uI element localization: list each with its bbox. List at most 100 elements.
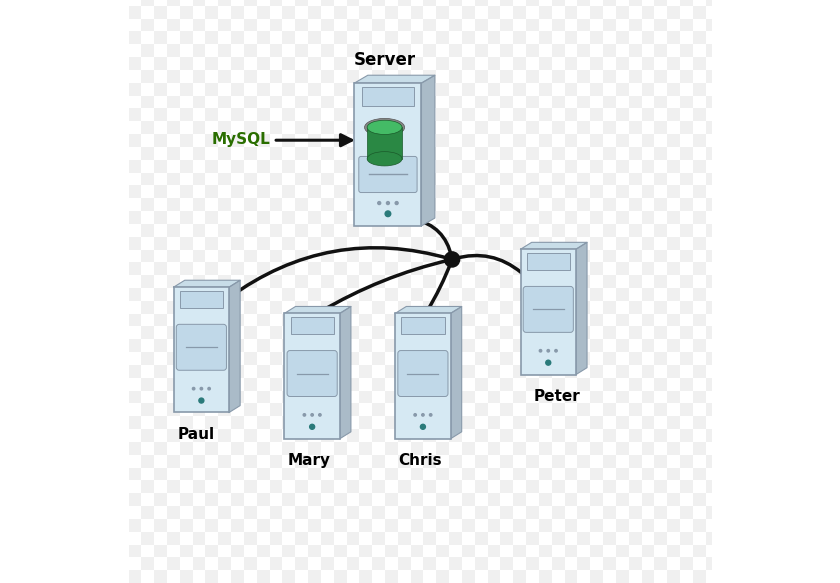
Bar	[513, 455, 526, 468]
Bar	[244, 224, 257, 237]
Bar	[206, 314, 218, 326]
Bar	[693, 96, 706, 108]
Bar	[591, 378, 603, 391]
Bar	[706, 429, 718, 442]
Bar	[654, 185, 667, 198]
Bar	[603, 275, 616, 288]
Bar	[282, 455, 295, 468]
Bar	[667, 506, 680, 519]
Bar	[180, 455, 192, 468]
Bar	[398, 391, 411, 403]
Bar	[129, 301, 141, 314]
Bar	[591, 31, 603, 44]
Bar	[129, 314, 141, 326]
Bar	[436, 250, 449, 262]
Bar	[129, 339, 141, 352]
Bar	[398, 134, 411, 147]
Bar	[603, 442, 616, 455]
Bar	[257, 275, 270, 288]
Bar	[141, 211, 155, 224]
Bar	[552, 557, 564, 570]
Bar	[347, 198, 360, 211]
Bar	[411, 339, 423, 352]
Bar	[155, 0, 167, 6]
Bar	[488, 557, 501, 570]
Bar	[308, 288, 321, 301]
Bar	[718, 416, 732, 429]
Bar	[552, 416, 564, 429]
Bar	[244, 391, 257, 403]
Text: Paul: Paul	[177, 427, 214, 442]
Bar	[564, 391, 577, 403]
Bar	[436, 121, 449, 134]
Bar	[718, 147, 732, 160]
Bar	[706, 121, 718, 134]
Bar	[167, 557, 180, 570]
Bar	[129, 493, 141, 506]
Bar	[411, 224, 423, 237]
Bar	[167, 378, 180, 391]
Bar	[244, 173, 257, 185]
Bar	[333, 545, 347, 557]
Bar	[488, 378, 501, 391]
Bar	[423, 134, 436, 147]
Bar	[411, 326, 423, 339]
Bar	[513, 532, 526, 545]
Bar	[141, 237, 155, 250]
Bar	[218, 121, 231, 134]
Bar	[282, 211, 295, 224]
Bar	[616, 44, 628, 57]
Bar	[218, 211, 231, 224]
Bar	[475, 339, 488, 352]
Bar	[282, 19, 295, 31]
Bar	[231, 352, 244, 365]
Bar	[693, 6, 706, 19]
Bar	[501, 391, 513, 403]
Bar	[591, 147, 603, 160]
Circle shape	[208, 388, 210, 390]
Bar	[667, 468, 680, 480]
Bar	[129, 352, 141, 365]
Bar	[654, 506, 667, 519]
Bar	[282, 506, 295, 519]
Bar	[654, 455, 667, 468]
Bar	[206, 96, 218, 108]
Bar	[667, 19, 680, 31]
Bar	[475, 44, 488, 57]
Bar	[449, 391, 462, 403]
Bar	[628, 442, 642, 455]
Bar	[539, 519, 552, 532]
Bar	[513, 173, 526, 185]
Bar	[501, 288, 513, 301]
Bar	[539, 70, 552, 83]
Bar	[321, 519, 333, 532]
Bar	[206, 108, 218, 121]
Bar	[449, 70, 462, 83]
Bar	[488, 108, 501, 121]
Bar	[423, 44, 436, 57]
Bar	[385, 365, 398, 378]
Bar	[462, 211, 475, 224]
Bar	[398, 185, 411, 198]
Bar	[206, 121, 218, 134]
Bar	[591, 365, 603, 378]
Bar	[680, 416, 693, 429]
Bar	[360, 83, 372, 96]
Bar	[385, 0, 398, 6]
Bar	[398, 211, 411, 224]
Bar	[667, 570, 680, 583]
Bar	[718, 275, 732, 288]
Bar	[167, 275, 180, 288]
Bar	[282, 391, 295, 403]
Bar	[526, 429, 539, 442]
Bar	[552, 519, 564, 532]
Bar	[295, 237, 308, 250]
Bar	[564, 19, 577, 31]
Bar	[129, 519, 141, 532]
Bar	[411, 160, 423, 173]
Bar	[167, 44, 180, 57]
Bar	[591, 96, 603, 108]
Bar	[155, 173, 167, 185]
Bar	[244, 429, 257, 442]
Bar	[526, 19, 539, 31]
